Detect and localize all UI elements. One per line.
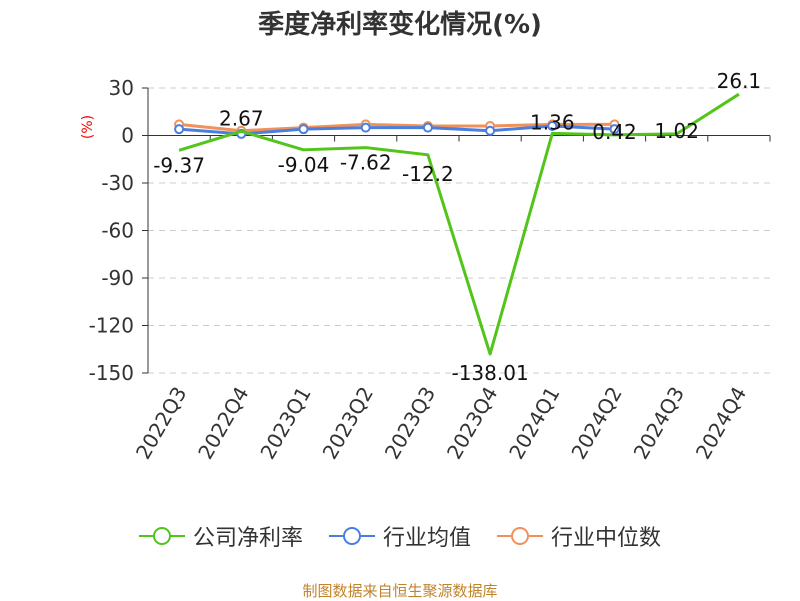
y-axis-unit-label: (%) <box>80 115 96 139</box>
data-label: 1.36 <box>530 110 575 134</box>
y-tick-label: 0 <box>121 124 134 148</box>
legend-label-net-margin: 公司净利率 <box>192 526 303 551</box>
data-label: 2.67 <box>219 106 264 130</box>
y-tick-label: 30 <box>109 76 134 100</box>
x-tick-label: 2024Q1 <box>504 383 564 464</box>
series-point <box>485 125 496 136</box>
series-point <box>422 122 433 133</box>
series-point <box>609 124 620 135</box>
legend-item-industry-mean[interactable]: 行业均值 <box>328 520 471 552</box>
x-tick-label: 2024Q4 <box>691 383 751 464</box>
x-tick-label: 2023Q3 <box>380 383 440 464</box>
data-label: -9.37 <box>153 153 205 177</box>
data-label: -12.2 <box>402 162 454 186</box>
legend-marker-industry-median <box>497 527 543 545</box>
series-point <box>360 122 371 133</box>
data-label: -7.62 <box>340 151 392 175</box>
legend-item-net-margin[interactable]: 公司净利率 <box>138 520 303 552</box>
x-tick-label: 2023Q4 <box>442 382 502 463</box>
series-line <box>178 122 615 133</box>
chart-title: 季度净利率变化情况(%) <box>258 10 542 40</box>
legend-item-industry-median[interactable]: 行业中位数 <box>497 520 661 552</box>
data-label: -9.04 <box>278 153 330 177</box>
data-label: -138.01 <box>451 361 528 385</box>
x-tick-label: 2023Q1 <box>255 383 315 464</box>
y-tick-label: -150 <box>89 361 134 385</box>
source-note: 制图数据来自恒生聚源数据库 <box>302 582 498 600</box>
series-point <box>174 124 185 135</box>
legend: 公司净利率 行业均值 行业中位数 <box>0 520 800 552</box>
legend-label-industry-mean: 行业均值 <box>382 526 471 551</box>
y-tick-label: -120 <box>89 314 134 338</box>
legend-marker-industry-mean <box>328 527 375 545</box>
x-tick-label: 2024Q2 <box>566 383 626 464</box>
legend-label-industry-median: 行业中位数 <box>551 526 662 551</box>
x-tick-label: 2023Q2 <box>318 383 378 464</box>
data-label: 1.02 <box>654 119 699 143</box>
x-tick-label: 2022Q4 <box>193 383 253 464</box>
y-tick-label: -90 <box>101 266 134 290</box>
legend-marker-net-margin <box>138 527 185 545</box>
x-tick-label: 2022Q3 <box>131 383 191 464</box>
y-tick-label: -60 <box>101 219 134 243</box>
data-label: 26.1 <box>717 69 762 93</box>
series-line <box>178 92 740 356</box>
series-point <box>298 124 309 135</box>
x-tick-label: 2024Q3 <box>629 383 689 464</box>
data-label: 0.42 <box>592 120 637 144</box>
y-tick-label: -30 <box>101 171 134 195</box>
series-point <box>547 121 558 131</box>
